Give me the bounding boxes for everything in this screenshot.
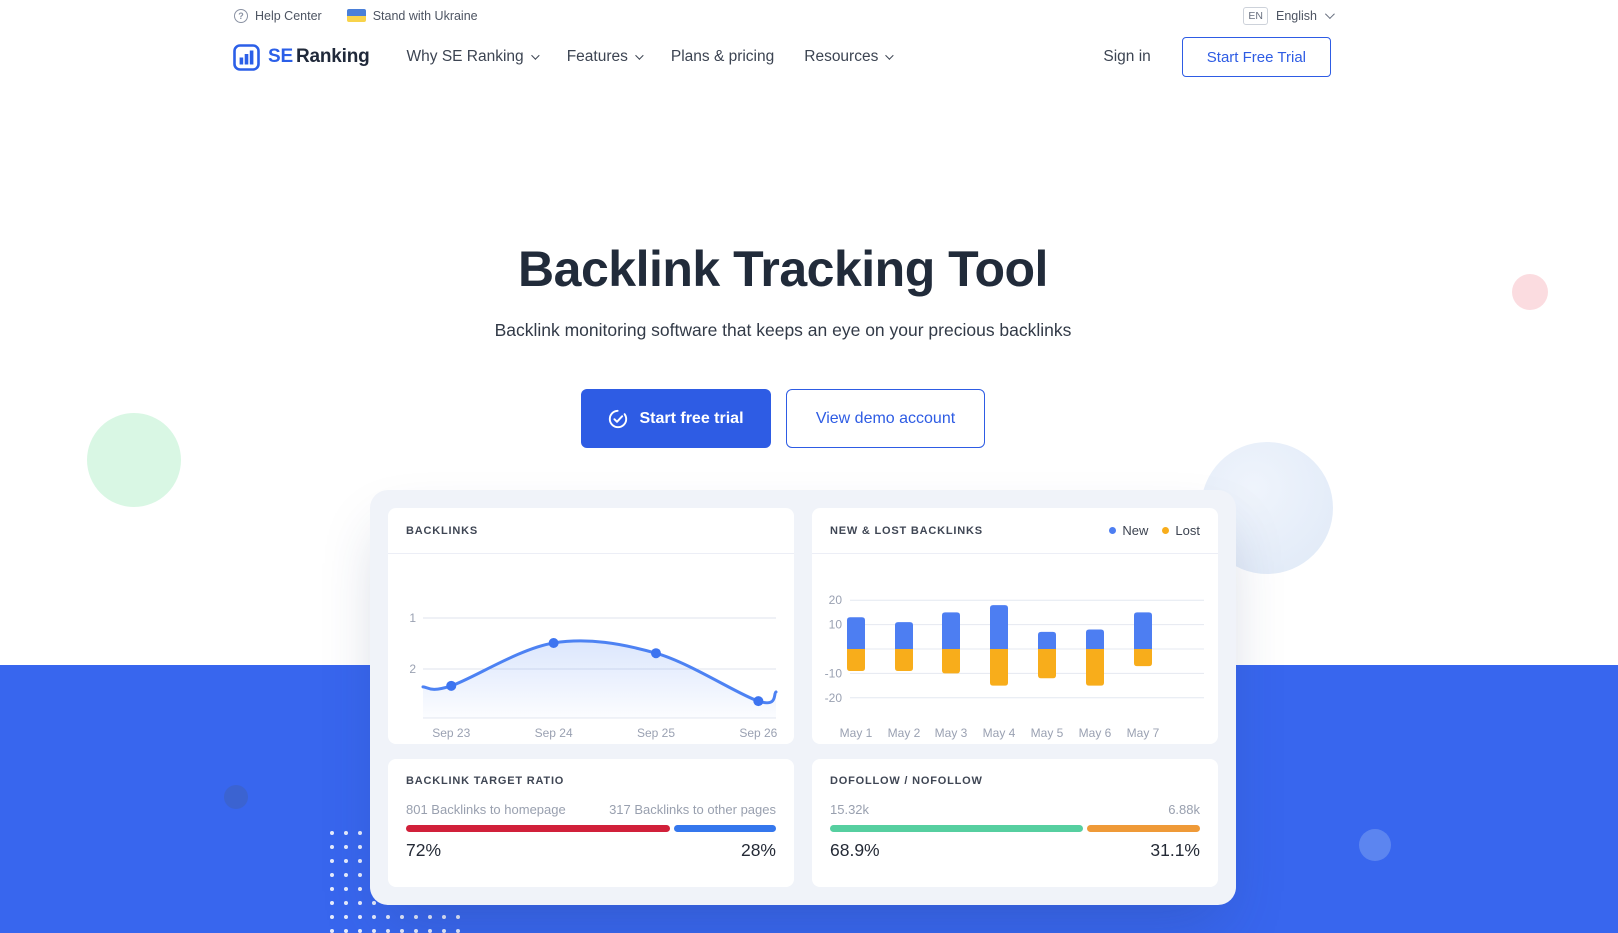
target-ratio-title: BACKLINK TARGET RATIO [406,775,565,787]
hero-buttons: Start free trial View demo account [0,389,1592,448]
svg-text:1: 1 [409,611,416,625]
page-title: Backlink Tracking Tool [518,241,1048,297]
target-ratio-bar [406,825,776,832]
dofollow-percent: 68.9% [830,840,880,860]
svg-text:-10: -10 [825,666,843,680]
legend-dot-new [1109,527,1117,534]
page-subtitle: Backlink monitoring software that keeps … [494,320,1072,340]
backlinks-panel-title: BACKLINKS [406,524,478,537]
other-pages-backlinks-label: 317 Backlinks to other pages [609,802,776,817]
svg-text:Sep 26: Sep 26 [739,726,777,740]
svg-text:May 1: May 1 [840,726,873,740]
dofollow-nofollow-panel: DOFOLLOW / NOFOLLOW 15.32k 6.88k 68.9% 3… [812,759,1218,887]
stand-with-ukraine-link[interactable]: Stand with Ukraine [346,8,478,23]
nav-right: Sign in Start Free Trial [1103,37,1331,77]
utility-left: ? Help Center Stand with Ukraine [234,8,478,23]
main-nav: SE Ranking Why SE Ranking Features Plans … [0,31,1618,83]
language-selector[interactable]: EN English [1243,6,1335,25]
decor-circle-dark [224,785,248,809]
svg-text:May 5: May 5 [1031,726,1064,740]
dofollow-bar [830,825,1200,832]
language-name: English [1276,8,1317,23]
nofollow-percent: 31.1% [1150,840,1200,860]
dofollow-title: DOFOLLOW / NOFOLLOW [830,775,983,787]
svg-text:May 7: May 7 [1127,726,1160,740]
start-free-trial-nav-button[interactable]: Start Free Trial [1181,37,1331,77]
logo-text: SE Ranking [268,46,370,67]
backlinks-line-chart: 1 2 Sep 23 Sep 24 Sep 25 Sep 26 [388,554,794,744]
svg-text:May 3: May 3 [935,726,968,740]
nofollow-count-label: 6.88k [1168,802,1200,817]
svg-text:Sep 23: Sep 23 [432,726,470,740]
svg-text:May 6: May 6 [1079,726,1112,740]
stand-with-ukraine-label: Stand with Ukraine [372,8,478,23]
start-free-trial-button[interactable]: Start free trial [581,389,771,448]
dofollow-count-label: 15.32k [830,802,870,817]
utility-bar: ? Help Center Stand with Ukraine EN Engl… [0,0,1618,31]
nav-item-why-se-ranking[interactable]: Why SE Ranking [407,48,540,66]
nav-item-plans-pricing[interactable]: Plans & pricing [670,48,775,65]
decor-circle-small [1359,829,1391,861]
dofollow-percentages: 68.9% 31.1% [830,840,1200,861]
target-ratio-bar-left [406,825,671,832]
other-pages-percent: 28% [740,840,776,860]
sign-in-link[interactable]: Sign in [1103,48,1151,65]
svg-text:May 4: May 4 [983,726,1016,740]
backlink-target-ratio-panel: BACKLINK TARGET RATIO 801 Backlinks to h… [388,759,794,887]
chart-legend: New Lost [1109,523,1200,538]
check-circle-icon [609,409,628,428]
ukraine-flag-icon [346,9,366,22]
svg-text:20: 20 [829,593,843,607]
svg-text:10: 10 [829,618,843,632]
target-ratio-labels: 801 Backlinks to homepage 317 Backlinks … [406,802,776,817]
logo-icon [233,43,260,71]
dofollow-bar-left [830,825,1083,832]
new-lost-backlinks-panel: NEW & LOST BACKLINKS New Lost 20 10 -10 -20… [812,508,1218,744]
decor-circle-pink [1512,274,1548,310]
language-code-badge: EN [1243,6,1268,25]
new-lost-bar-chart: 20 10 -10 -20 May 1 May 2 May 3 May 4 May 5 May 6… [812,554,1218,744]
new-lost-panel-header: NEW & LOST BACKLINKS New Lost [812,508,1218,554]
legend-item-new: New [1109,523,1148,538]
hero: Backlink Tracking Tool Backlink monitori… [0,0,1592,448]
target-ratio-bar-right [674,825,776,832]
backlinks-panel-header: BACKLINKS [388,508,794,554]
svg-text:Sep 24: Sep 24 [535,726,573,740]
target-ratio-percentages: 72% 28% [406,840,776,861]
dofollow-bar-right [1086,825,1200,832]
homepage-backlinks-label: 801 Backlinks to homepage [406,802,566,817]
logo[interactable]: SE Ranking [233,43,370,71]
decor-circle-green [87,413,181,507]
view-demo-account-button[interactable]: View demo account [786,389,985,448]
legend-item-lost: Lost [1162,523,1200,538]
svg-text:-20: -20 [825,691,843,705]
help-center-link[interactable]: ? Help Center [234,8,322,23]
svg-text:May 2: May 2 [888,726,921,740]
legend-dot-lost [1162,527,1170,534]
nav-item-resources[interactable]: Resources [804,48,895,66]
svg-text:Sep 25: Sep 25 [637,726,675,740]
homepage-percent: 72% [406,840,442,860]
dashboard-card: BACKLINKS 1 2 Sep 23 Sep 24 Sep 25 Sep 26 NEW… [370,490,1236,905]
help-icon: ? [234,8,248,23]
help-center-label: Help Center [255,8,322,23]
nav-links: Why SE Ranking Features Plans & pricing … [407,48,895,66]
backlinks-panel: BACKLINKS 1 2 Sep 23 Sep 24 Sep 25 Sep 26 [388,508,794,744]
svg-text:2: 2 [409,662,416,676]
dofollow-labels: 15.32k 6.88k [830,802,1200,817]
new-lost-panel-title: NEW & LOST BACKLINKS [830,524,983,537]
nav-item-features[interactable]: Features [567,48,644,66]
